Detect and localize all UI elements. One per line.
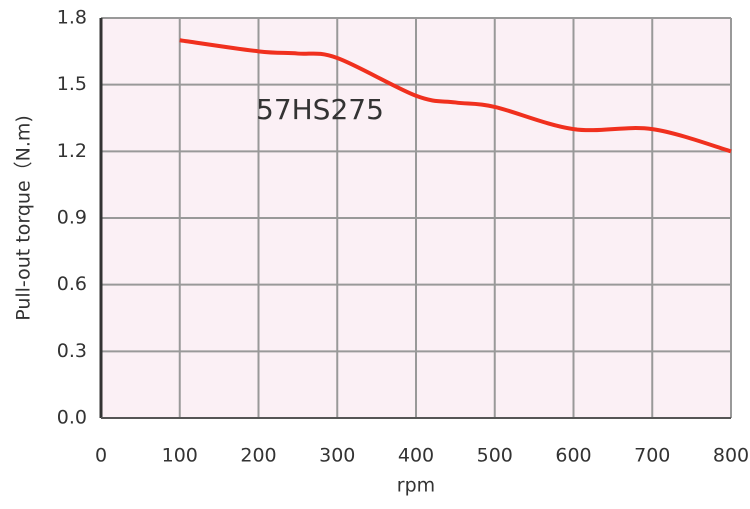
y-tick-label: 0.0: [57, 407, 87, 429]
x-tick-label: 0: [95, 445, 107, 467]
x-tick-label: 700: [634, 445, 670, 467]
y-tick-label: 0.9: [57, 207, 87, 229]
y-tick-label: 1.5: [57, 73, 87, 95]
x-tick-label: 500: [477, 445, 513, 467]
annotation: 57HS275: [256, 93, 384, 126]
y-axis-label: Pull-out torque（N.m): [13, 115, 35, 321]
x-tick-label: 300: [319, 445, 355, 467]
x-tick-label: 400: [398, 445, 434, 467]
x-tick-label: 200: [240, 445, 276, 467]
x-tick-label: 600: [555, 445, 591, 467]
line: [179, 38, 732, 154]
y-tick-label: 0.3: [57, 340, 87, 362]
y-tick-label: 1.2: [57, 140, 87, 162]
y-tick-label: 1.8: [57, 7, 87, 29]
x-tick-label: 800: [713, 445, 749, 467]
y-tick-label: 0.6: [57, 273, 87, 295]
x-tick-label: 100: [162, 445, 198, 467]
x-axis-label: rpm: [397, 475, 435, 497]
